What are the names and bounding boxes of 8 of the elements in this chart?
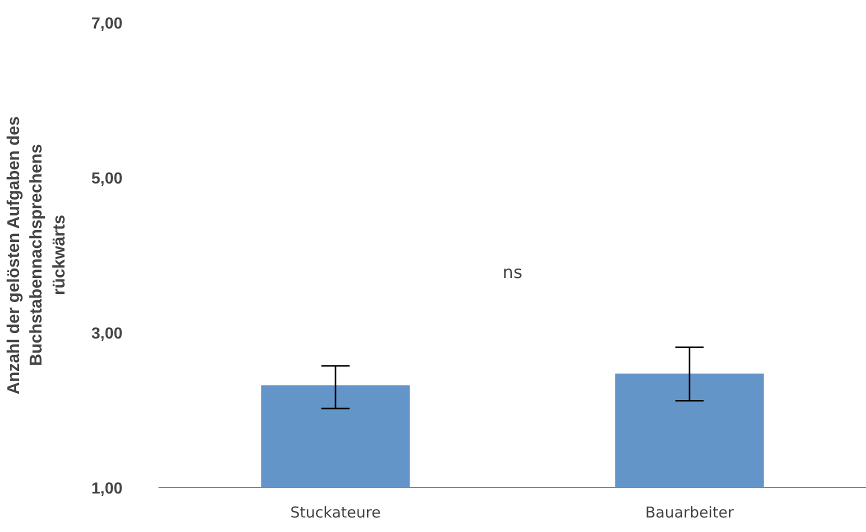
y-tick-label: 5,00	[91, 170, 123, 188]
x-tick-label: Stuckateure	[290, 504, 381, 522]
y-tick-label: 1,00	[91, 480, 123, 498]
x-tick-label: Bauarbeiter	[645, 504, 735, 522]
annotation: ns	[502, 262, 522, 283]
y-axis-title: Anzahl der gelösten Aufgaben des Buchstabennachsprechens rückwärts	[4, 116, 68, 394]
y-tick-label: 3,00	[91, 326, 123, 342]
y-tick-label: 7,00	[91, 16, 123, 32]
